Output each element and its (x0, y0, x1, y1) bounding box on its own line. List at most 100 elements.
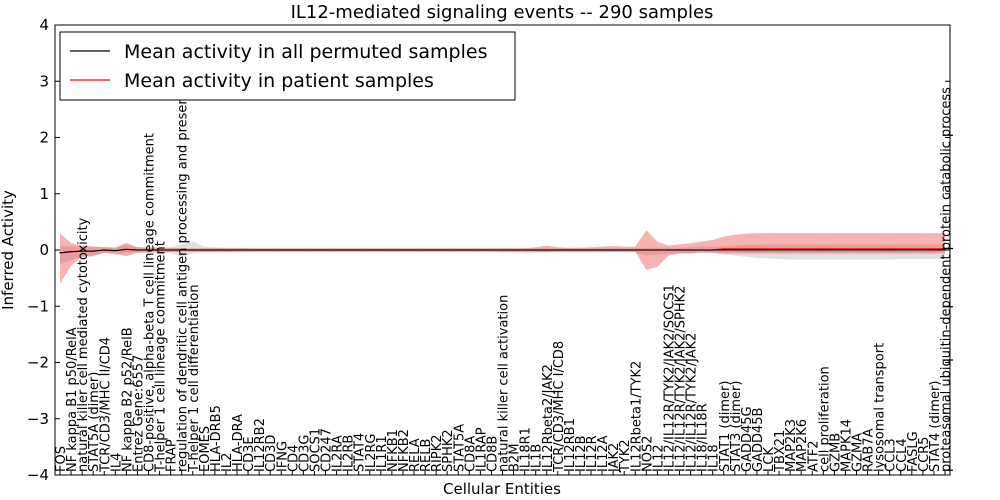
chart-title: IL12-mediated signaling events -- 290 sa… (291, 2, 714, 23)
x-tick-label: RAB7A (862, 428, 877, 472)
band-permuted (60, 241, 945, 265)
data-point (811, 249, 813, 251)
data-point (933, 248, 935, 250)
data-point (678, 249, 681, 251)
data-point (524, 249, 526, 251)
band-patient (60, 230, 945, 284)
x-tick-label: STAT5A (452, 424, 467, 472)
x-tick-label: GADD45G (740, 406, 755, 472)
x-tick-label: MAP2K6 (795, 419, 810, 472)
x-tick-label: IL2RA (331, 435, 346, 472)
data-point (623, 249, 625, 251)
x-tick-label: IL4 (109, 453, 124, 472)
y-tick-label: 2 (39, 129, 49, 147)
data-point (490, 249, 493, 251)
x-tick-label: STAT4 (353, 433, 368, 472)
data-point (723, 249, 725, 251)
x-tick-label: IL1R1 (375, 435, 390, 472)
data-point (811, 248, 813, 250)
x-tick-label: CD8A (463, 436, 478, 472)
data-point (225, 249, 227, 251)
data-point (590, 249, 592, 251)
data-point (70, 251, 72, 253)
data-point (645, 249, 647, 251)
x-tick-label: GZMB (828, 433, 843, 472)
y-tick-label: −2 (27, 354, 49, 372)
x-tick-label: GADD45B (751, 408, 766, 472)
data-point (347, 249, 349, 251)
x-tick-label: TYK2 (618, 439, 633, 473)
data-point (922, 248, 924, 250)
x-tick-label: RELA (408, 438, 423, 472)
data-point (136, 249, 139, 251)
x-tick-label: CCL3 (884, 438, 899, 472)
data-point (800, 249, 802, 251)
data-point (512, 249, 515, 251)
data-point (446, 249, 448, 251)
x-tick-label: MAPK14 (839, 419, 854, 472)
data-point (789, 249, 791, 251)
x-tick-label: NFKB1 (386, 429, 401, 472)
data-point (424, 249, 426, 251)
x-tick-label: natural killer cell activation (497, 295, 512, 472)
data-point (866, 248, 869, 250)
x-tick-label: CD3G (297, 435, 312, 472)
data-point (369, 249, 371, 251)
x-tick-label: CD247 (320, 428, 335, 472)
data-point (147, 249, 150, 251)
data-point (535, 249, 537, 251)
data-point (878, 248, 880, 250)
x-tick-label: ATF2 (806, 440, 821, 472)
data-point (280, 249, 282, 251)
data-point (158, 249, 161, 251)
x-tick-label: IL18R1 (519, 427, 534, 472)
data-point (712, 249, 714, 251)
x-tick-label: cell proliferation (817, 366, 832, 472)
data-point (103, 249, 105, 251)
data-point (756, 248, 758, 250)
data-point (778, 249, 780, 251)
x-tick-label: FASLG (906, 431, 921, 472)
y-tick-label: 1 (39, 185, 49, 203)
data-point (546, 249, 548, 251)
data-point (911, 248, 913, 250)
x-tick-label: MAP2K3 (784, 419, 799, 472)
x-tick-label: IL12RB1 (563, 418, 578, 472)
x-tick-label: CD8-positive, alpha-beta T cell lineage … (143, 133, 158, 472)
data-point (192, 249, 194, 251)
y-tick-label: 3 (39, 72, 49, 90)
x-tick-label: IL2RB (342, 435, 357, 472)
data-point (181, 249, 183, 251)
data-point (125, 248, 127, 251)
x-tick-label: proteasomal ubiquitin-dependent protein … (939, 87, 954, 472)
data-point (800, 248, 802, 250)
data-point (900, 249, 902, 251)
data-point (468, 249, 470, 251)
data-point (479, 249, 481, 251)
data-point (745, 248, 747, 250)
data-point (291, 249, 293, 251)
x-tick-label: IL12R (585, 435, 600, 472)
y-tick-label: −3 (27, 410, 49, 428)
data-point (258, 249, 260, 251)
x-tick-label: CD8B (485, 436, 500, 472)
x-tick-label: IL1RAP (474, 427, 489, 472)
y-axis-label: Inferred Activity (0, 190, 17, 310)
data-point (734, 248, 736, 250)
x-tick-label: IL12 (651, 444, 666, 472)
x-tick-label: STAT1 (dimer) (718, 381, 733, 472)
x-tick-label: CCL4 (895, 438, 910, 472)
data-point (612, 249, 614, 251)
data-point (844, 249, 847, 251)
y-tick-label: −1 (27, 297, 49, 315)
data-point (114, 249, 116, 252)
data-point (789, 248, 791, 250)
data-point (435, 249, 437, 251)
x-tick-label: regulation of dendritic cell antigen pro… (176, 58, 191, 472)
x-tick-label: IL2 (220, 453, 235, 472)
data-point (745, 249, 747, 251)
data-point (844, 248, 847, 250)
data-point (911, 249, 913, 251)
x-tick-label: CCR5 (917, 437, 932, 472)
data-point (247, 249, 249, 251)
